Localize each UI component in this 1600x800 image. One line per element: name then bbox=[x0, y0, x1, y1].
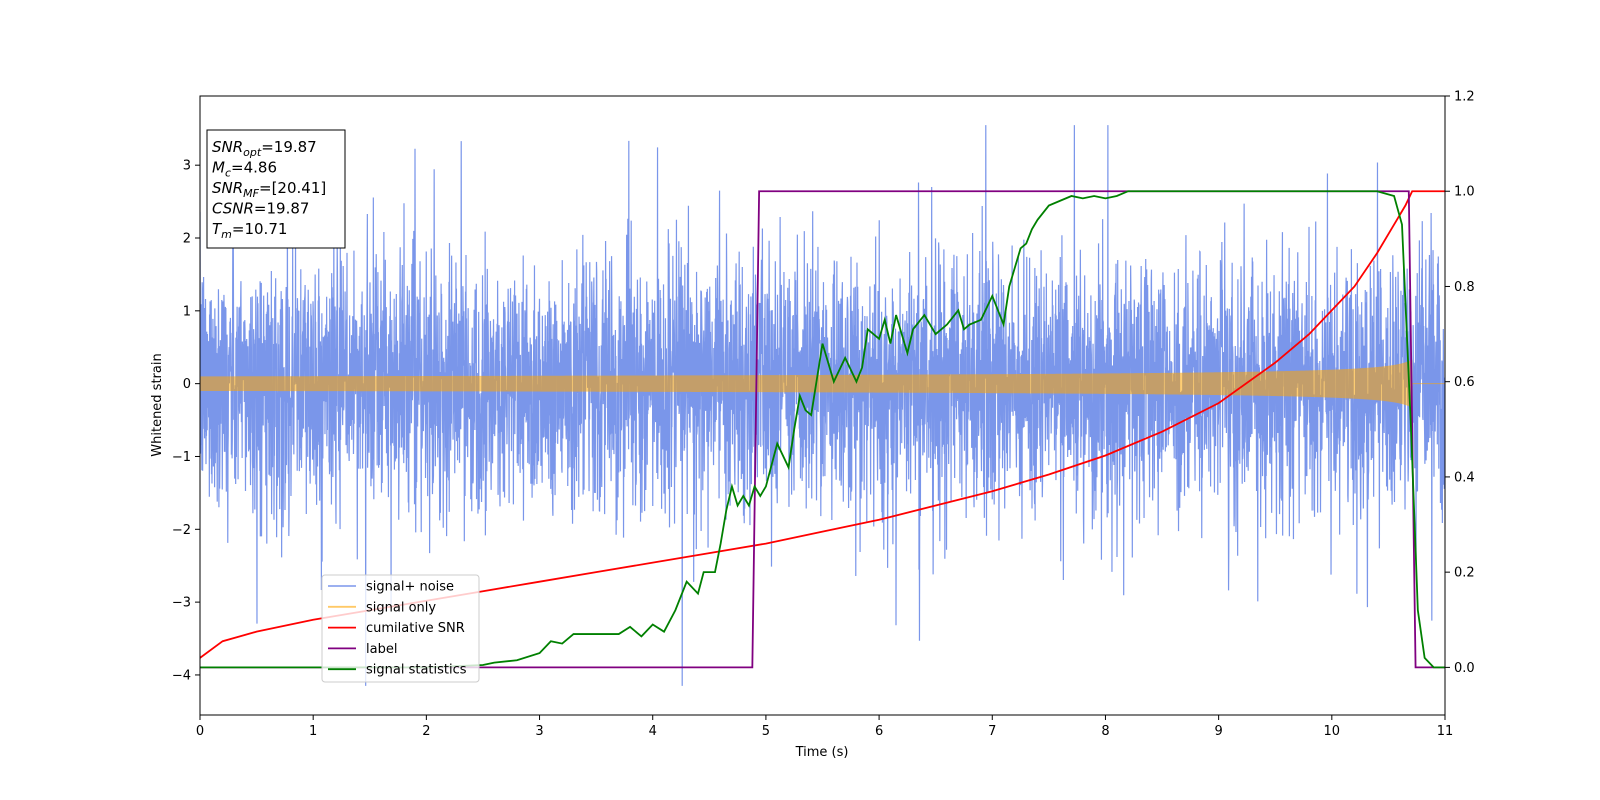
x-tick-label: 8 bbox=[1101, 724, 1109, 739]
y-tick-label: −3 bbox=[172, 596, 191, 611]
signal-only-line bbox=[200, 359, 1445, 408]
legend-label: cumilative SNR bbox=[366, 621, 465, 636]
label-line bbox=[200, 190, 1445, 669]
x-tick-label: 6 bbox=[875, 724, 883, 739]
x-tick-label: 7 bbox=[988, 724, 996, 739]
y2-tick-label: 0.0 bbox=[1454, 661, 1475, 676]
y-tick-label: 2 bbox=[183, 232, 191, 247]
info-line: SNRMF=[20.41] bbox=[212, 179, 326, 200]
y-tick-label: −2 bbox=[172, 523, 191, 538]
legend-label: label bbox=[366, 642, 397, 657]
info-line: CSNR=19.87 bbox=[212, 200, 309, 218]
y-axis-label: Whitened strain bbox=[150, 353, 165, 456]
legend-label: signal+ noise bbox=[366, 580, 454, 595]
signal-statistics-line bbox=[200, 190, 1445, 669]
x-tick-label: 5 bbox=[762, 724, 770, 739]
x-tick-label: 1 bbox=[309, 724, 317, 739]
signal-noise-series bbox=[200, 125, 1445, 686]
info-line: Tm=10.71 bbox=[212, 220, 287, 241]
x-tick-label: 0 bbox=[196, 724, 204, 739]
info-line: SNRopt=19.87 bbox=[212, 138, 317, 159]
y-tick-label: −4 bbox=[172, 668, 191, 683]
x-tick-label: 11 bbox=[1437, 724, 1454, 739]
legend-label: signal only bbox=[366, 600, 436, 615]
y-axis-ticks: −4 −3 −2 −1 0 1 2 3 bbox=[172, 159, 200, 683]
y2-axis-ticks: 0.0 0.2 0.4 0.6 0.8 1.0 1.2 bbox=[1445, 90, 1475, 676]
y-tick-label: 0 bbox=[183, 377, 191, 392]
label-series bbox=[200, 190, 1445, 669]
signal-statistics-series bbox=[200, 190, 1445, 669]
x-axis-ticks: 0 1 2 3 4 5 6 7 8 9 10 11 bbox=[196, 715, 1453, 739]
x-tick-label: 3 bbox=[535, 724, 543, 739]
x-tick-label: 4 bbox=[649, 724, 657, 739]
y-tick-label: 3 bbox=[183, 159, 191, 174]
y2-tick-label: 1.0 bbox=[1454, 185, 1475, 200]
signal-only-series bbox=[200, 359, 1445, 408]
x-tick-label: 9 bbox=[1214, 724, 1222, 739]
y-tick-label: 1 bbox=[183, 304, 191, 319]
x-tick-label: 2 bbox=[422, 724, 430, 739]
y2-tick-label: 0.2 bbox=[1454, 566, 1475, 581]
y2-tick-label: 0.8 bbox=[1454, 280, 1475, 295]
y2-tick-label: 0.6 bbox=[1454, 375, 1475, 390]
y2-tick-label: 0.4 bbox=[1454, 470, 1475, 485]
legend: signal+ noise signal only cumilative SNR la… bbox=[321, 574, 480, 683]
y2-tick-label: 1.2 bbox=[1454, 90, 1475, 105]
x-tick-label: 10 bbox=[1324, 724, 1341, 739]
x-axis-label: Time (s) bbox=[795, 745, 849, 760]
plot-frame bbox=[199, 95, 1446, 716]
y-tick-label: −1 bbox=[172, 450, 191, 465]
info-box: SNRopt=19.87Mc=4.86SNRMF=[20.41]CSNR=19.… bbox=[206, 129, 346, 249]
signal-noise-line bbox=[200, 125, 1445, 686]
legend-label: signal statistics bbox=[366, 663, 467, 678]
info-line: Mc=4.86 bbox=[212, 159, 277, 180]
